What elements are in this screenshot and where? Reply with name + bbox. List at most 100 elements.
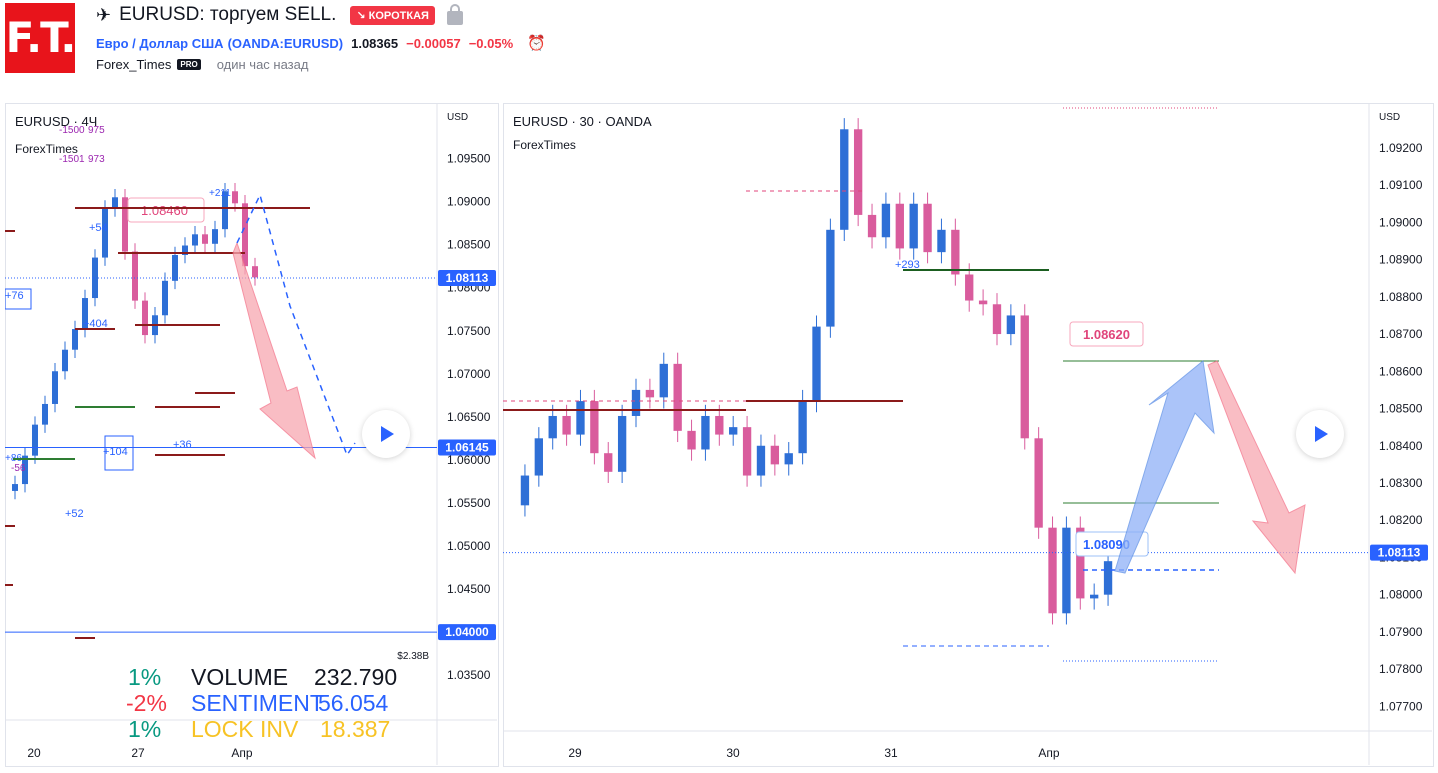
right-chart-panel[interactable] bbox=[503, 103, 1434, 767]
price-label-box bbox=[438, 439, 496, 456]
candle-body bbox=[548, 415, 557, 439]
y-tick-label: 1.03500 bbox=[447, 668, 491, 682]
candle-body bbox=[12, 484, 18, 491]
candle-body bbox=[576, 401, 585, 435]
forex-times-logo[interactable]: F.T. bbox=[5, 3, 76, 73]
right-chart-title: EURUSD · 30 · OANDA bbox=[513, 114, 652, 129]
left-chart-title: EURUSD · 4Ч bbox=[15, 114, 98, 129]
candle-body bbox=[923, 203, 932, 253]
annotation-label: +76 bbox=[5, 290, 24, 302]
candle-body bbox=[840, 129, 849, 230]
candle-body bbox=[937, 229, 946, 253]
candle-body bbox=[132, 251, 138, 301]
candle-body bbox=[222, 191, 228, 230]
candle-body bbox=[909, 203, 918, 249]
y-tick-label: 1.08000 bbox=[1379, 588, 1423, 602]
y-tick-label: 1.08800 bbox=[1379, 290, 1423, 304]
pro-badge: PRO bbox=[177, 59, 201, 70]
candle-body bbox=[562, 415, 571, 435]
candle-body bbox=[1076, 527, 1085, 599]
y-tick-label: 1.08200 bbox=[1379, 513, 1423, 527]
idea-title: ✈ EURUSD: торгуем SELL. ↘ КОРОТКАЯ bbox=[96, 4, 463, 26]
left-chart-subtitle: ForexTimes bbox=[15, 142, 78, 156]
annotation-label: 973 bbox=[88, 154, 105, 165]
candle-body bbox=[826, 229, 835, 327]
candle-body bbox=[701, 415, 710, 450]
symbol-name-link[interactable]: Евро / Доллар США bbox=[96, 35, 224, 51]
buy-arrow bbox=[1114, 360, 1215, 574]
time-ago: один час назад bbox=[216, 57, 309, 72]
candle-body bbox=[659, 363, 668, 398]
bell-icon: ✈ bbox=[96, 4, 112, 25]
candle-body bbox=[951, 229, 960, 275]
candle-body bbox=[617, 415, 627, 472]
x-tick-label: 31 bbox=[884, 746, 898, 760]
candle-body bbox=[590, 401, 599, 454]
candle-body bbox=[242, 203, 248, 267]
right-chart-subtitle: ForexTimes bbox=[513, 138, 576, 152]
candle-body bbox=[687, 430, 696, 450]
annotation-label: +104 bbox=[103, 446, 128, 458]
annotation-box bbox=[104, 435, 134, 471]
price-change-pct: −0.05% bbox=[468, 35, 514, 51]
right-play-button[interactable] bbox=[1296, 410, 1344, 458]
author-info: Forex_Times PRO один час назад bbox=[96, 57, 308, 72]
annotation-label: +52 bbox=[65, 508, 84, 520]
author-link[interactable]: Forex_Times bbox=[96, 57, 172, 72]
annotation-label: +404 bbox=[83, 318, 108, 330]
stat-pct: 1% bbox=[128, 716, 162, 742]
left-chart[interactable]: USD1.095001.090001.085001.080001.075001.… bbox=[5, 103, 498, 766]
symbol-code-link[interactable]: (OANDA:EURUSD) bbox=[227, 35, 344, 51]
symbol-info: Евро / Доллар США (OANDA:EURUSD) 1.08365… bbox=[96, 34, 546, 52]
left-chart-panel[interactable] bbox=[5, 103, 499, 767]
price-label-box bbox=[438, 269, 496, 286]
left-play-button[interactable] bbox=[362, 410, 410, 458]
candle-body bbox=[1048, 527, 1057, 614]
candle-body bbox=[784, 453, 793, 465]
candle-body bbox=[1062, 527, 1071, 614]
sell-arrow bbox=[1207, 360, 1306, 575]
candle-body bbox=[534, 438, 543, 476]
price-change: −0.00057 bbox=[406, 35, 461, 51]
candle-body bbox=[715, 415, 724, 435]
annotation-label: +211 bbox=[209, 188, 231, 199]
callout-price: 1.08620 bbox=[1083, 327, 1130, 342]
y-tick-label: 1.07900 bbox=[1379, 625, 1423, 639]
stat-label: LOCK INV bbox=[191, 716, 299, 742]
candle-body bbox=[645, 389, 655, 398]
candle-body bbox=[1090, 594, 1099, 599]
axis-currency-label: USD bbox=[447, 112, 468, 123]
callout-price: 1.08090 bbox=[1083, 537, 1130, 552]
candle-body bbox=[604, 453, 613, 472]
price-label-box bbox=[438, 624, 496, 641]
stat-label: VOLUME bbox=[191, 664, 289, 690]
candle-body bbox=[122, 197, 128, 252]
y-tick-label: 1.07700 bbox=[1379, 699, 1423, 713]
candle-body bbox=[1020, 315, 1029, 439]
y-tick-label: 1.05500 bbox=[447, 496, 491, 510]
candle-body bbox=[172, 254, 178, 281]
short-badge: ↘ КОРОТКАЯ bbox=[350, 5, 435, 25]
market-cap-label: $2.38B bbox=[397, 651, 429, 662]
price-label-text: 1.08113 bbox=[1378, 546, 1421, 560]
right-chart[interactable]: USD 1.09200 1.09100 1.09000 1.08900 1.08800 1.… bbox=[503, 103, 1433, 766]
stat-label: SENTIMENT bbox=[191, 690, 324, 716]
callout-box bbox=[127, 197, 205, 223]
idea-title-text: EURUSD: торгуем SELL. bbox=[119, 4, 337, 25]
candle-body bbox=[992, 304, 1002, 335]
candle-body bbox=[798, 401, 807, 454]
candle-body bbox=[756, 445, 766, 476]
candle-body bbox=[232, 191, 238, 204]
axis-currency-label: USD bbox=[1379, 112, 1400, 123]
candle-body bbox=[102, 208, 108, 258]
price-label-text: 1.08113 bbox=[446, 271, 489, 285]
candle-body bbox=[812, 326, 821, 402]
candle-body bbox=[881, 203, 891, 238]
price-label-text: 1.06145 bbox=[445, 440, 489, 454]
y-tick-label: 1.08900 bbox=[1379, 253, 1423, 267]
y-tick-label: 1.09000 bbox=[1379, 215, 1423, 229]
alarm-icon[interactable]: ⏰ bbox=[527, 35, 546, 52]
y-tick-label: 1.07800 bbox=[1379, 662, 1423, 676]
x-tick-label: 27 bbox=[131, 746, 145, 760]
candle-body bbox=[673, 363, 682, 431]
